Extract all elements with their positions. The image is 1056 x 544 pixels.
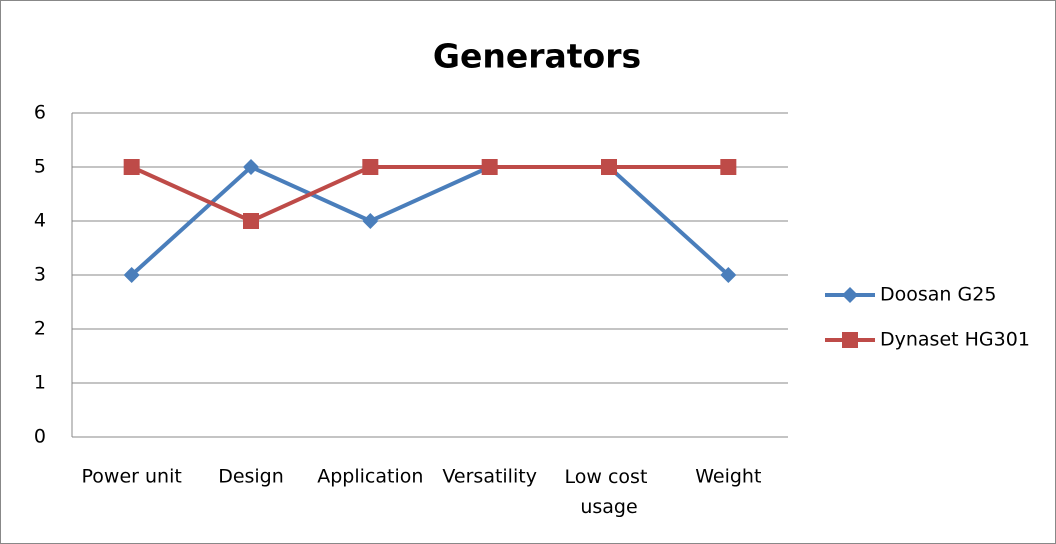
marker (481, 159, 498, 175)
marker (362, 159, 379, 175)
chart-title: Generators (433, 37, 641, 76)
y-tick-label: 0 (34, 426, 46, 448)
x-tick-label: Low cost usage (565, 466, 654, 518)
series-line (130, 165, 729, 223)
y-tick-label: 2 (34, 318, 46, 340)
marker (601, 159, 617, 175)
y-tick-label: 6 (34, 102, 46, 124)
marker (720, 159, 737, 175)
x-tick-label: Weight (695, 466, 761, 488)
y-tick-label: 3 (34, 264, 46, 286)
marker (123, 159, 140, 175)
marker (842, 287, 858, 303)
x-tick-label: Application (317, 466, 423, 488)
y-tick-label: 4 (34, 210, 46, 232)
marker (243, 213, 259, 229)
y-tick-label: 5 (34, 156, 46, 178)
x-tick-label: Design (218, 466, 284, 488)
marker (243, 159, 259, 175)
x-tick-label: Versatility (442, 466, 537, 488)
x-tick-label: Power unit (82, 466, 182, 488)
marker (362, 213, 379, 229)
legend-label: Doosan G25 (880, 284, 996, 306)
marker (720, 267, 737, 283)
marker (123, 267, 140, 283)
legend-label: Dynaset HG301 (880, 329, 1030, 351)
series-line (130, 165, 730, 277)
marker (842, 332, 858, 348)
y-tick-label: 1 (34, 372, 46, 394)
